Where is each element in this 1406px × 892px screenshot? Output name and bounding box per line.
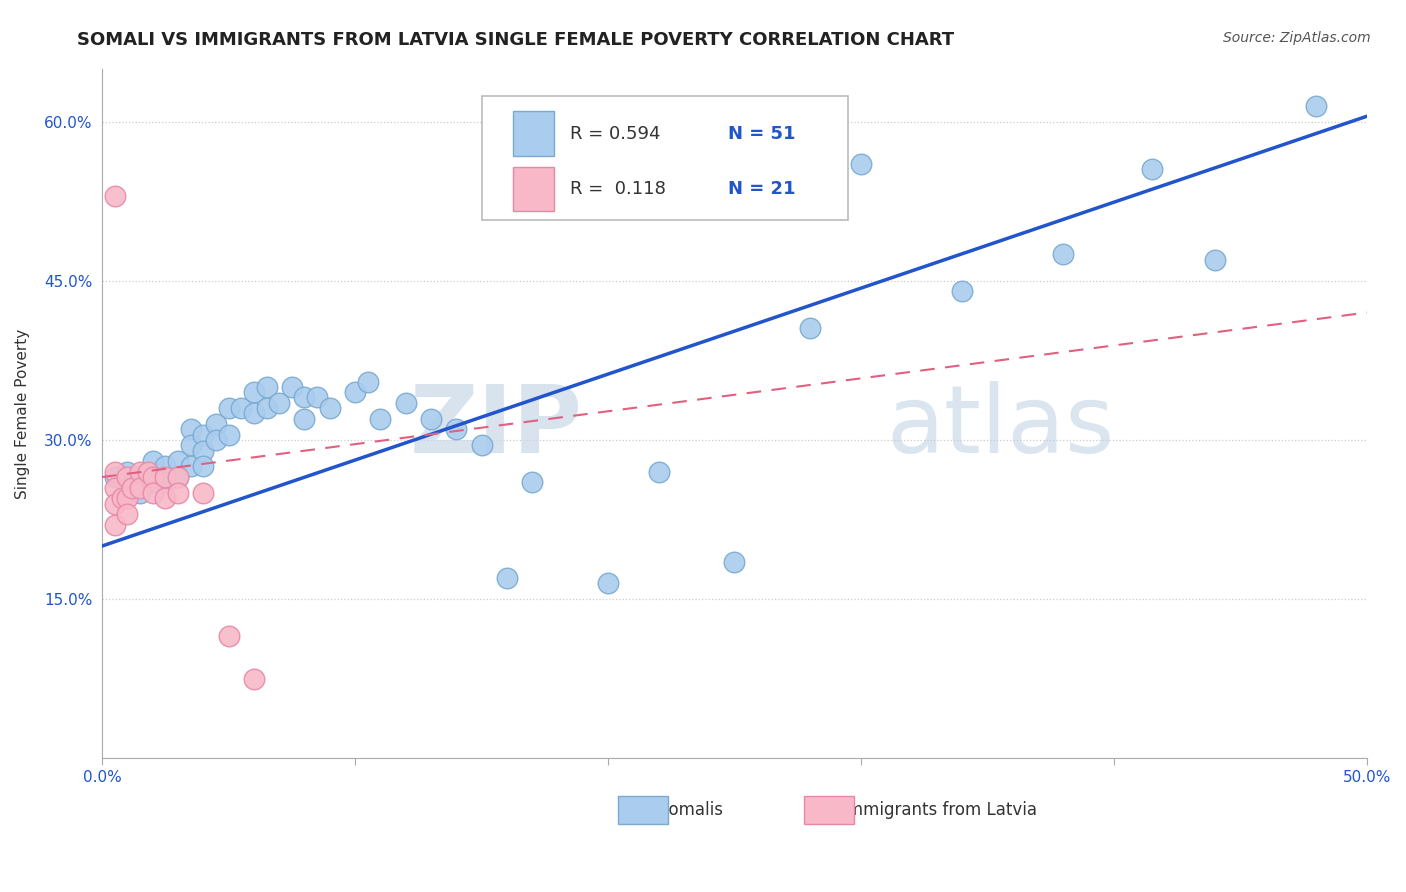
Point: [104, 497, 127, 511]
FancyBboxPatch shape: [481, 96, 848, 220]
Point: [444, 422, 467, 436]
Point: [723, 555, 745, 569]
Point: [849, 157, 872, 171]
Text: Immigrants from Latvia: Immigrants from Latvia: [842, 801, 1038, 819]
Point: [243, 406, 266, 420]
Point: [193, 459, 215, 474]
Point: [205, 433, 228, 447]
Text: N = 51: N = 51: [728, 125, 796, 143]
Point: [1305, 98, 1327, 112]
Point: [111, 491, 134, 506]
Point: [155, 475, 177, 490]
Point: [395, 396, 418, 410]
Point: [104, 189, 127, 203]
Point: [218, 427, 240, 442]
Text: Somalis: Somalis: [658, 801, 724, 819]
Text: Source: ZipAtlas.com: Source: ZipAtlas.com: [1223, 31, 1371, 45]
Text: R =  0.118: R = 0.118: [569, 180, 666, 198]
Point: [218, 629, 240, 643]
Point: [256, 380, 278, 394]
Point: [370, 411, 392, 425]
Point: [307, 391, 329, 405]
Text: N = 21: N = 21: [728, 180, 796, 198]
Point: [117, 481, 139, 495]
Point: [180, 459, 202, 474]
Point: [218, 401, 240, 415]
Point: [129, 465, 152, 479]
Point: [136, 465, 159, 479]
Point: [243, 672, 266, 686]
Point: [117, 491, 139, 506]
Point: [193, 427, 215, 442]
Point: [1052, 247, 1074, 261]
Point: [121, 481, 143, 495]
Point: [269, 396, 291, 410]
Point: [104, 481, 127, 495]
Point: [117, 507, 139, 521]
Point: [167, 470, 190, 484]
Point: [319, 401, 342, 415]
Point: [167, 470, 190, 484]
Point: [142, 475, 165, 490]
Text: R = 0.594: R = 0.594: [569, 125, 661, 143]
FancyBboxPatch shape: [513, 167, 554, 211]
Point: [104, 517, 127, 532]
Point: [155, 470, 177, 484]
Text: ZIP: ZIP: [409, 381, 582, 473]
Point: [117, 470, 139, 484]
Point: [104, 465, 127, 479]
Point: [142, 454, 165, 468]
Point: [1204, 252, 1226, 267]
Point: [495, 571, 517, 585]
Point: [231, 401, 253, 415]
FancyBboxPatch shape: [513, 112, 554, 156]
Point: [243, 385, 266, 400]
Point: [129, 470, 152, 484]
Point: [129, 481, 152, 495]
Point: [180, 438, 202, 452]
FancyBboxPatch shape: [804, 797, 853, 823]
Text: SOMALI VS IMMIGRANTS FROM LATVIA SINGLE FEMALE POVERTY CORRELATION CHART: SOMALI VS IMMIGRANTS FROM LATVIA SINGLE …: [77, 31, 955, 49]
Point: [155, 459, 177, 474]
Point: [193, 443, 215, 458]
Point: [294, 411, 316, 425]
FancyBboxPatch shape: [619, 797, 668, 823]
Point: [205, 417, 228, 431]
Point: [1140, 162, 1163, 177]
Point: [950, 285, 973, 299]
Point: [142, 470, 165, 484]
Point: [117, 465, 139, 479]
Point: [193, 486, 215, 500]
Point: [281, 380, 304, 394]
Point: [256, 401, 278, 415]
Point: [104, 470, 127, 484]
Point: [180, 422, 202, 436]
Point: [142, 486, 165, 500]
Point: [596, 576, 619, 591]
Point: [647, 465, 669, 479]
Point: [167, 486, 190, 500]
Y-axis label: Single Female Poverty: Single Female Poverty: [15, 328, 30, 499]
Text: atlas: atlas: [886, 381, 1115, 473]
Point: [344, 385, 367, 400]
Point: [470, 438, 492, 452]
Point: [357, 375, 380, 389]
Point: [419, 411, 441, 425]
Point: [167, 454, 190, 468]
Point: [155, 491, 177, 506]
Point: [520, 475, 543, 490]
Point: [294, 391, 316, 405]
Point: [799, 321, 821, 335]
Point: [129, 486, 152, 500]
